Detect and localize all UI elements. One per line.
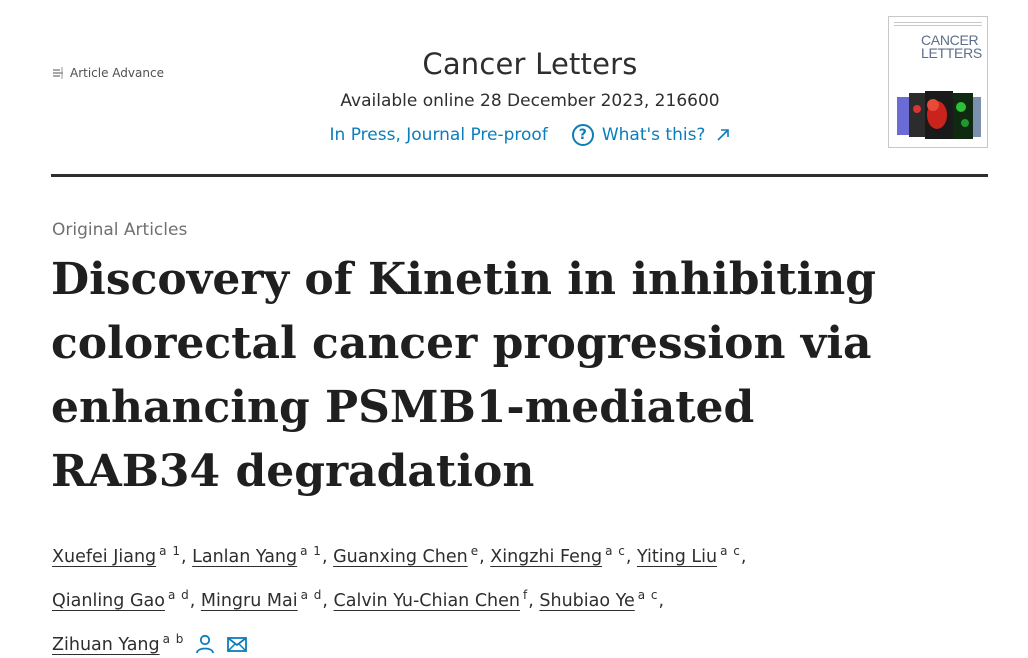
author-separator: , bbox=[528, 591, 540, 611]
header-divider bbox=[51, 174, 988, 177]
author-name[interactable]: Qianling Gao bbox=[52, 591, 165, 611]
author-affiliation[interactable]: a 1 bbox=[300, 544, 322, 558]
article-title: Discovery of Kinetin in inhibiting color… bbox=[51, 254, 876, 497]
cover-title-line2: LETTERS bbox=[921, 45, 982, 61]
article-type: Original Articles bbox=[52, 220, 188, 240]
author-name[interactable]: Calvin Yu-Chian Chen bbox=[333, 591, 520, 611]
author-name[interactable]: Yiting Liu bbox=[636, 547, 718, 567]
author-name[interactable]: Shubiao Ye bbox=[539, 591, 635, 611]
author-name[interactable]: Xingzhi Feng bbox=[490, 547, 603, 567]
author-separator: , bbox=[740, 547, 747, 567]
author-affiliation[interactable]: f bbox=[523, 588, 529, 602]
person-icon[interactable] bbox=[194, 633, 216, 655]
author-separator: , bbox=[180, 547, 193, 567]
author-separator: , bbox=[479, 547, 491, 567]
author-affiliation[interactable]: a b bbox=[162, 632, 185, 646]
author-affiliation[interactable]: a 1 bbox=[159, 544, 181, 558]
author-name[interactable]: Xuefei Jiang bbox=[52, 547, 157, 567]
external-link-icon bbox=[717, 129, 730, 141]
author-separator: , bbox=[322, 591, 334, 611]
author-affiliation[interactable]: a c bbox=[720, 544, 741, 558]
author-name[interactable]: Zihuan Yang bbox=[52, 635, 160, 655]
author-affiliation[interactable]: a d bbox=[167, 588, 190, 602]
whats-this-label[interactable]: What's this? bbox=[601, 125, 706, 145]
cover-title: CANCER LETTERS bbox=[921, 32, 985, 61]
cover-header-lines bbox=[894, 22, 982, 28]
article-advance-icon bbox=[53, 67, 63, 79]
author-name[interactable]: Guanxing Chen bbox=[333, 547, 468, 567]
article-advance-label: Article Advance bbox=[70, 66, 164, 80]
help-circle-icon[interactable]: ? bbox=[571, 124, 594, 146]
author-name[interactable]: Lanlan Yang bbox=[192, 547, 298, 567]
article-advance-badge: Article Advance bbox=[52, 66, 164, 80]
author-separator: , bbox=[625, 547, 637, 567]
author-name[interactable]: Mingru Mai bbox=[200, 591, 298, 611]
author-separator: , bbox=[658, 591, 665, 611]
author-affiliation[interactable]: a c bbox=[637, 588, 659, 602]
author-separator: , bbox=[189, 591, 201, 611]
availability-date: Available online 28 December 2023, 21660… bbox=[340, 91, 720, 111]
author-separator: , bbox=[321, 547, 334, 567]
author-list: Xuefei Jiang a 1, Lanlan Yang a 1, Guanxin… bbox=[52, 532, 952, 658]
cover-image bbox=[897, 91, 981, 141]
journal-cover[interactable]: CANCER LETTERS bbox=[888, 16, 988, 148]
status-row: In Press, Journal Pre-proof ? What's thi… bbox=[290, 122, 770, 148]
journal-title[interactable]: Cancer Letters bbox=[422, 47, 638, 81]
mail-icon[interactable] bbox=[226, 633, 248, 655]
whats-this-link[interactable]: ? What's this? bbox=[571, 122, 731, 148]
journal-header: Cancer Letters Available online 28 Decem… bbox=[290, 44, 770, 148]
author-affiliation[interactable]: a d bbox=[300, 588, 323, 602]
cover-title-line1: CANCER bbox=[921, 32, 979, 48]
author-affiliation[interactable]: a c bbox=[605, 544, 626, 558]
author-affiliation[interactable]: e bbox=[470, 544, 480, 558]
in-press-link[interactable]: In Press, Journal Pre-proof bbox=[329, 125, 548, 145]
